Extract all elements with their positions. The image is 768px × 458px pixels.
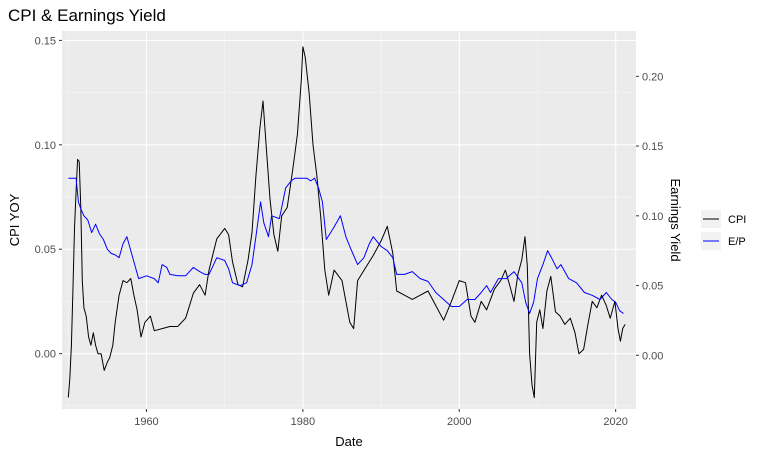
y-tick-label: 0.15 <box>35 35 56 47</box>
y-axis-left-title: CPI YOY <box>7 193 22 246</box>
y2-tick-label: 0.05 <box>642 281 663 293</box>
x-tick-label: 2020 <box>603 416 627 428</box>
y-tick-label: 0.10 <box>35 140 56 152</box>
series-ep-line <box>68 177 624 314</box>
x-tick-label: 1980 <box>291 416 315 428</box>
x-axis-title: Date <box>335 434 362 449</box>
legend-label-ep: E/P <box>728 236 746 248</box>
x-axis: 1960 1980 2000 2020 <box>134 409 628 428</box>
y-axis-right-title: Earnings Yield <box>668 178 683 261</box>
grid-major <box>62 31 636 409</box>
y-tick-label: 0.00 <box>35 349 56 361</box>
y2-tick-label: 0.20 <box>642 71 663 83</box>
y-axis-right: 0.00 0.05 0.10 0.15 0.20 <box>636 71 663 362</box>
y2-tick-label: 0.00 <box>642 350 663 362</box>
grid-minor <box>62 31 636 409</box>
x-tick-label: 1960 <box>134 416 158 428</box>
plot-panel <box>62 31 636 409</box>
x-tick-label: 2000 <box>447 416 471 428</box>
y-tick-label: 0.05 <box>35 244 56 256</box>
legend: CPI E/P <box>701 210 746 250</box>
y2-tick-label: 0.15 <box>642 141 663 153</box>
y-axis-left: 0.00 0.05 0.10 0.15 <box>35 35 62 361</box>
legend-label-cpi: CPI <box>728 214 746 226</box>
chart-title: CPI & Earnings Yield <box>8 6 166 25</box>
series-cpi-line <box>67 46 626 398</box>
y2-tick-label: 0.10 <box>642 211 663 223</box>
series-layer <box>67 46 626 398</box>
